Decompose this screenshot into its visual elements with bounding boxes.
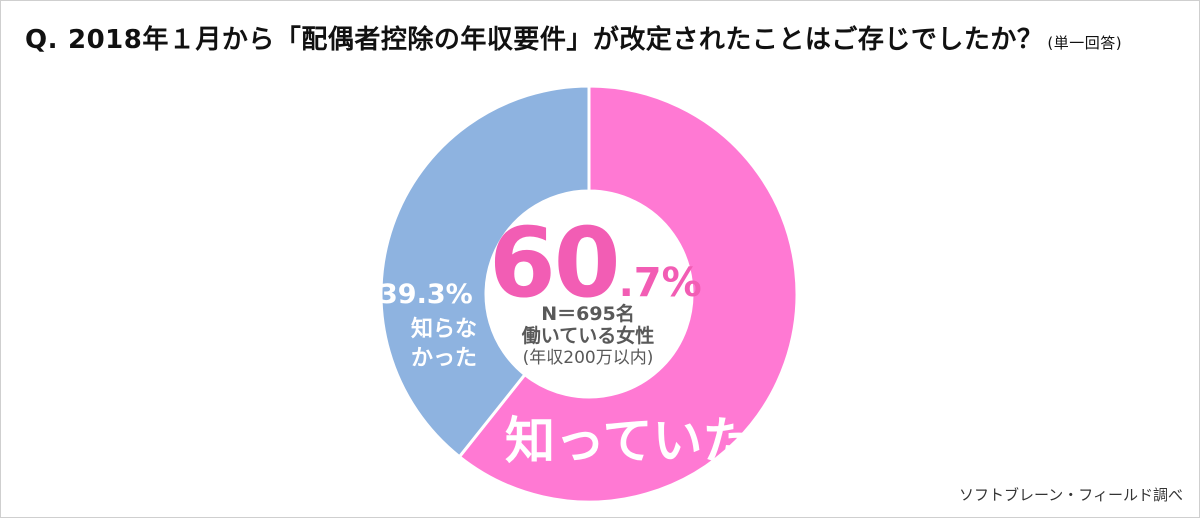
slice-value-did-not-know: 39.3% <box>379 279 473 310</box>
slice-text-line-2: かった <box>410 345 477 371</box>
donut-slice-2 <box>379 84 591 459</box>
sample-group: 働いている女性 <box>521 325 655 348</box>
chart-title: Q. 2018年１月から「配偶者控除の年収要件」が改定されたことはご存じでしたか？… <box>25 19 1185 56</box>
slice-label-knew: 知っていた <box>505 412 753 470</box>
main-percentage: 60.7% <box>489 215 702 311</box>
sample-info: N＝695名 働いている女性 (年収200万以内) <box>493 303 683 368</box>
main-percentage-decimal: .7% <box>618 260 702 306</box>
source-credit: ソフトブレーン・フィールド調べ <box>959 486 1183 504</box>
question-text: 2018年１月から「配偶者控除の年収要件」が改定されたことはご存じでしたか？ <box>67 25 1044 55</box>
donut-slice-1 <box>457 84 799 504</box>
slice-text-line-1: 知らな <box>410 317 477 343</box>
question-mark: Q. <box>25 25 58 55</box>
answer-type-note: (単一回答) <box>1047 34 1123 52</box>
slice-label-did-not-know: 39.3% 知らな かった <box>379 277 477 373</box>
slice-text-did-not-know: 知らな かった <box>379 316 477 373</box>
sample-size: N＝695名 <box>541 303 635 325</box>
main-percentage-integer: 60 <box>489 207 621 319</box>
donut-slices <box>379 84 799 504</box>
sample-condition: (年収200万以内) <box>522 347 654 368</box>
